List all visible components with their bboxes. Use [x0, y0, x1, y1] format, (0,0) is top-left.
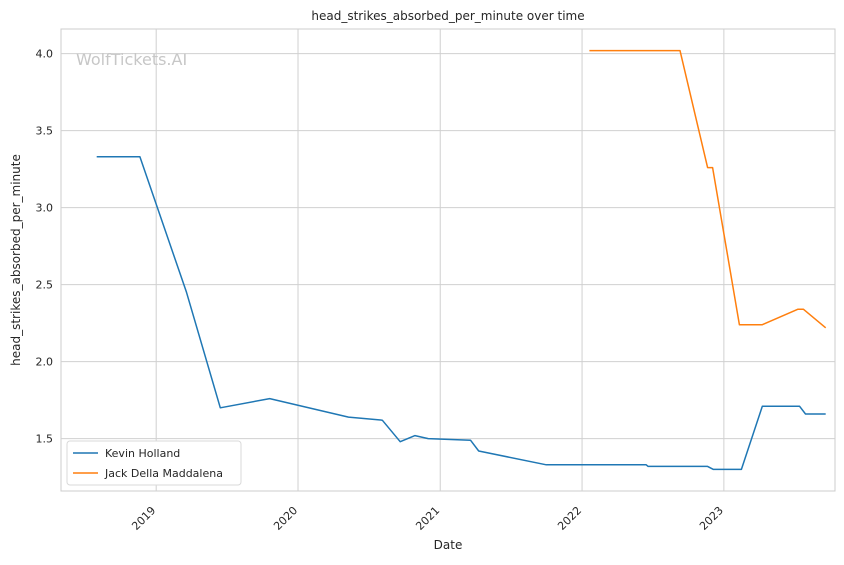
y-axis-label: head_strikes_absorbed_per_minute — [9, 154, 23, 366]
y-tick-label: 1.5 — [36, 433, 54, 446]
series-line-jack-della-maddalena — [589, 49, 827, 329]
x-axis-label: Date — [434, 538, 463, 552]
x-tick-label: 2023 — [697, 504, 726, 533]
plot-area — [60, 28, 836, 492]
legend-label-kevin-holland: Kevin Holland — [105, 447, 180, 460]
watermark: WolfTickets.AI — [76, 50, 187, 69]
legend-box — [66, 440, 242, 486]
legend-label-jack-della-maddalena: Jack Della Maddalena — [104, 467, 223, 480]
y-tick-label: 2.5 — [36, 279, 54, 292]
x-tick-label: 2019 — [129, 504, 158, 533]
y-tick-label: 4.0 — [36, 48, 54, 61]
chart-title: head_strikes_absorbed_per_minute over ti… — [311, 9, 584, 23]
x-tick-label: 2022 — [555, 504, 584, 533]
y-tick-label: 3.0 — [36, 202, 54, 215]
series-line-kevin-holland — [96, 156, 826, 471]
y-tick-label: 2.0 — [36, 356, 54, 369]
x-tick-label: 2020 — [271, 504, 300, 533]
legend: Kevin Holland Jack Della Maddalena — [66, 440, 242, 486]
x-tick-label: 2021 — [413, 504, 442, 533]
series-lines — [96, 49, 827, 471]
y-tick-label: 3.5 — [36, 125, 54, 138]
grid-lines — [61, 29, 835, 491]
